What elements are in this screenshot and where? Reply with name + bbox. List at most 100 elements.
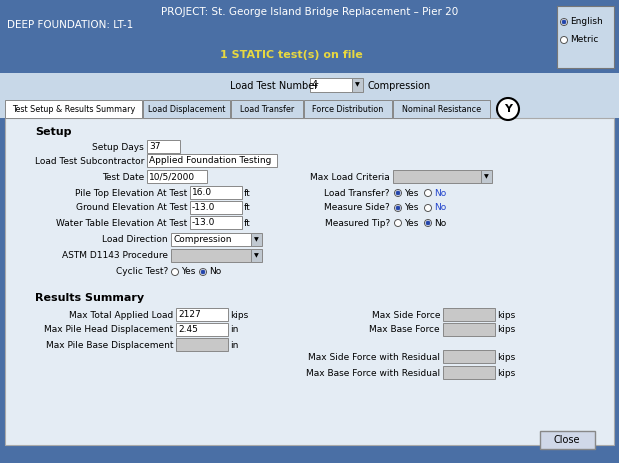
Text: ▼: ▼ xyxy=(254,253,259,258)
Text: Max Load Criteria: Max Load Criteria xyxy=(310,173,390,181)
Text: Pile Top Elevation At Test: Pile Top Elevation At Test xyxy=(75,188,187,198)
Text: Max Side Force: Max Side Force xyxy=(371,311,440,319)
Text: Applied Foundation Testing: Applied Foundation Testing xyxy=(149,156,271,165)
Text: Results Summary: Results Summary xyxy=(35,293,144,303)
Bar xyxy=(557,6,614,68)
Text: Force Distribution: Force Distribution xyxy=(313,105,384,113)
Text: Yes: Yes xyxy=(404,188,418,198)
Bar xyxy=(481,170,492,183)
Text: 2.45: 2.45 xyxy=(178,325,198,334)
Bar xyxy=(190,216,242,229)
Text: Cyclic Test?: Cyclic Test? xyxy=(116,268,168,276)
Text: 4: 4 xyxy=(312,80,318,90)
Circle shape xyxy=(396,206,400,210)
Text: kips: kips xyxy=(497,369,515,377)
Text: kips: kips xyxy=(497,352,515,362)
Text: in: in xyxy=(230,325,238,334)
Bar xyxy=(5,118,614,445)
Text: 37: 37 xyxy=(149,142,160,151)
Text: Max Total Applied Load: Max Total Applied Load xyxy=(69,311,173,319)
Text: Max Side Force with Residual: Max Side Force with Residual xyxy=(308,352,440,362)
Text: Measured Tip?: Measured Tip? xyxy=(325,219,390,227)
Bar xyxy=(190,186,242,199)
Text: Nominal Resistance: Nominal Resistance xyxy=(402,105,481,113)
Circle shape xyxy=(171,269,178,275)
Bar xyxy=(5,100,142,118)
Text: Test Date: Test Date xyxy=(102,173,144,181)
Bar xyxy=(147,154,277,167)
Bar xyxy=(310,78,352,92)
Bar xyxy=(393,170,481,183)
Text: ASTM D1143 Procedure: ASTM D1143 Procedure xyxy=(62,251,168,261)
Bar xyxy=(443,308,495,321)
Bar xyxy=(171,249,251,262)
Bar xyxy=(443,350,495,363)
Bar xyxy=(0,0,619,73)
Bar xyxy=(352,78,363,92)
Text: Load Displacement: Load Displacement xyxy=(148,105,225,113)
Text: Measure Side?: Measure Side? xyxy=(324,204,390,213)
Text: Load Direction: Load Direction xyxy=(102,236,168,244)
Text: Metric: Metric xyxy=(570,36,599,44)
Text: DEEP FOUNDATION: LT-1: DEEP FOUNDATION: LT-1 xyxy=(7,20,133,30)
Bar xyxy=(176,323,228,336)
Text: kips: kips xyxy=(230,311,248,319)
Circle shape xyxy=(394,219,402,226)
Bar xyxy=(147,170,207,183)
Text: Load Transfer: Load Transfer xyxy=(240,105,294,113)
Text: in: in xyxy=(230,340,238,350)
Text: 1 STATIC test(s) on file: 1 STATIC test(s) on file xyxy=(220,50,363,60)
Bar xyxy=(176,338,228,351)
Text: No: No xyxy=(209,268,221,276)
Bar xyxy=(0,73,619,100)
Text: PROJECT: St. George Island Bridge Replacement – Pier 20: PROJECT: St. George Island Bridge Replac… xyxy=(161,7,458,17)
Circle shape xyxy=(560,37,568,44)
Text: Close: Close xyxy=(554,435,580,445)
Text: Load Test Number: Load Test Number xyxy=(230,81,318,91)
Text: Ground Elevation At Test: Ground Elevation At Test xyxy=(76,204,187,213)
Bar xyxy=(147,140,180,153)
Bar xyxy=(540,431,595,449)
Text: English: English xyxy=(570,18,603,26)
Bar xyxy=(0,100,619,118)
Text: No: No xyxy=(434,219,446,227)
Text: Compression: Compression xyxy=(173,235,232,244)
Text: Max Pile Base Displacement: Max Pile Base Displacement xyxy=(46,340,173,350)
Text: Load Test Subcontractor: Load Test Subcontractor xyxy=(35,156,144,165)
Circle shape xyxy=(425,205,431,212)
Text: Water Table Elevation At Test: Water Table Elevation At Test xyxy=(56,219,187,227)
Text: ft: ft xyxy=(244,204,251,213)
Text: Setup Days: Setup Days xyxy=(92,143,144,151)
Text: -13.0: -13.0 xyxy=(192,218,215,227)
Text: Yes: Yes xyxy=(404,219,418,227)
Text: 10/5/2000: 10/5/2000 xyxy=(149,172,195,181)
Bar xyxy=(176,308,228,321)
Bar xyxy=(393,100,490,118)
Text: kips: kips xyxy=(497,311,515,319)
Circle shape xyxy=(562,20,566,24)
Text: ▼: ▼ xyxy=(254,237,259,242)
Bar xyxy=(251,249,262,262)
Bar xyxy=(231,100,303,118)
Text: ▼: ▼ xyxy=(355,82,360,88)
Text: Test Setup & Results Summary: Test Setup & Results Summary xyxy=(12,105,135,113)
Text: Max Base Force: Max Base Force xyxy=(370,325,440,334)
Text: Yes: Yes xyxy=(404,204,418,213)
Text: Load Transfer?: Load Transfer? xyxy=(324,188,390,198)
Text: Compression: Compression xyxy=(368,81,431,91)
Text: Setup: Setup xyxy=(35,127,72,137)
Text: Max Pile Head Displacement: Max Pile Head Displacement xyxy=(44,325,173,334)
Circle shape xyxy=(394,189,402,196)
Text: Max Base Force with Residual: Max Base Force with Residual xyxy=(306,369,440,377)
Text: ft: ft xyxy=(244,219,251,227)
Text: Y: Y xyxy=(504,104,512,114)
Circle shape xyxy=(201,270,205,274)
Circle shape xyxy=(425,219,431,226)
Bar xyxy=(190,201,242,214)
Bar xyxy=(304,100,392,118)
Text: 16.0: 16.0 xyxy=(192,188,212,197)
Text: ▼: ▼ xyxy=(484,174,489,179)
Text: No: No xyxy=(434,204,446,213)
Bar xyxy=(171,233,251,246)
Circle shape xyxy=(394,205,402,212)
